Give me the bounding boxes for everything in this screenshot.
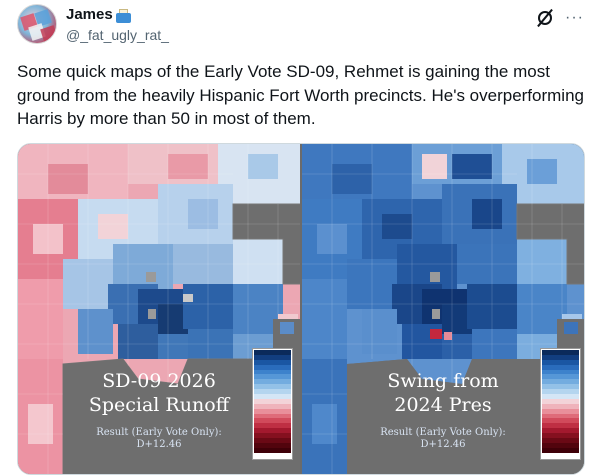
legend-swatch — [254, 398, 291, 404]
legend-swatch — [254, 413, 291, 419]
legend-swatch — [254, 442, 291, 448]
legend-swatch — [542, 438, 579, 443]
map-subtitle-line1: Result (Early Vote Only): — [96, 427, 222, 438]
legend-swatch — [254, 408, 291, 414]
map-subtitle-line1: Result (Early Vote Only): — [380, 427, 506, 438]
legend-swatch — [542, 379, 579, 385]
map-panel-runoff[interactable]: SD-09 2026 Special Runoff Result (Early … — [18, 144, 300, 474]
legend-swatch — [542, 350, 579, 355]
legend-swatch — [254, 374, 291, 380]
avatar[interactable] — [17, 4, 57, 44]
legend-swatch — [542, 384, 579, 390]
legend-swatch — [542, 394, 579, 399]
legend-swatch — [254, 433, 291, 439]
post-actions-top: ··· — [535, 8, 584, 28]
precinct-map-runoff — [18, 144, 300, 474]
map-legend — [540, 348, 581, 460]
legend-swatch — [254, 369, 291, 375]
legend-swatch — [254, 364, 291, 370]
legend-swatch — [254, 438, 291, 443]
grok-icon[interactable] — [535, 8, 555, 28]
legend-swatch — [542, 359, 579, 365]
precinct-map-swing — [302, 144, 584, 474]
legend-swatch — [542, 389, 579, 395]
map-title-line2: Special Runoff — [88, 394, 230, 416]
legend-swatch — [542, 403, 579, 409]
map-subtitle-line2: D+12.46 — [420, 439, 466, 450]
legend-swatch — [254, 359, 291, 365]
legend-swatch — [254, 428, 291, 434]
legend-swatch — [542, 423, 579, 429]
inbox-tray-icon — [115, 8, 132, 23]
legend-swatch — [542, 369, 579, 375]
legend-swatch — [254, 384, 291, 390]
map-title-line1: Swing from — [387, 370, 499, 392]
legend-swatch — [254, 379, 291, 385]
legend-swatch — [254, 354, 291, 360]
legend-swatch — [542, 418, 579, 424]
legend-swatch — [542, 442, 579, 448]
legend-swatch — [254, 394, 291, 399]
legend-swatch — [542, 428, 579, 434]
map-title-line2: 2024 Pres — [394, 394, 492, 416]
more-options-icon[interactable]: ··· — [565, 9, 584, 26]
legend-swatch — [254, 418, 291, 424]
post-media[interactable]: SD-09 2026 Special Runoff Result (Early … — [17, 143, 585, 475]
legend-swatch — [542, 398, 579, 404]
author-handle[interactable]: @_fat_ugly_rat_ — [66, 27, 169, 43]
map-legend — [252, 348, 293, 460]
legend-swatch — [254, 403, 291, 409]
map-panel-swing[interactable]: Swing from 2024 Pres Result (Early Vote … — [302, 144, 584, 474]
author-name-row[interactable]: James — [66, 6, 132, 24]
legend-swatch — [542, 433, 579, 439]
legend-swatch — [254, 423, 291, 429]
legend-swatch — [542, 447, 579, 453]
post-text: Some quick maps of the Early Vote SD-09,… — [17, 62, 584, 128]
author-display-name[interactable]: James — [66, 6, 113, 23]
legend-swatch — [542, 374, 579, 380]
legend-swatch — [254, 389, 291, 395]
legend-swatch — [542, 354, 579, 360]
legend-swatch — [254, 350, 291, 355]
legend-swatch — [254, 447, 291, 453]
legend-swatch — [542, 408, 579, 414]
map-title-line1: SD-09 2026 — [102, 370, 216, 392]
legend-swatch — [542, 413, 579, 419]
map-subtitle-line2: D+12.46 — [136, 439, 182, 450]
legend-swatch — [542, 364, 579, 370]
